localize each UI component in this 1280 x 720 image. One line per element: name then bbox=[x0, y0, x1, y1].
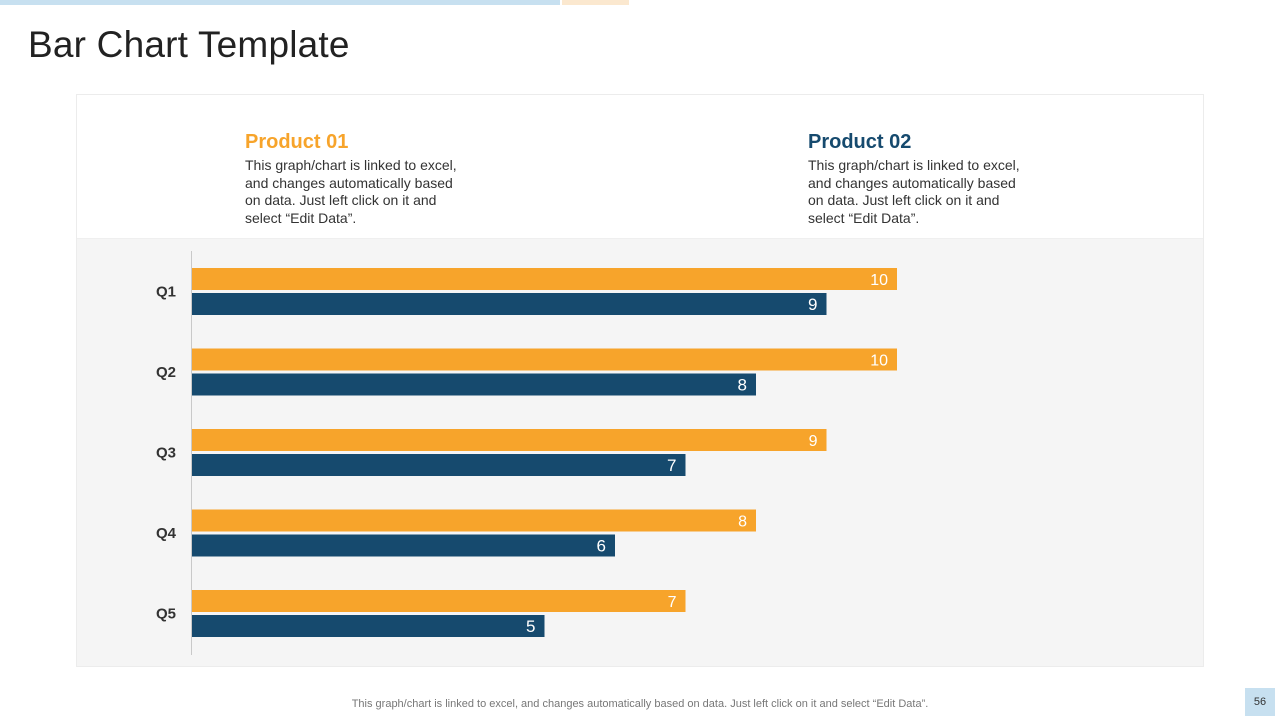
category-label-q5: Q5 bbox=[156, 606, 176, 623]
top-accent-strip-blue bbox=[0, 0, 560, 5]
bar-q2-product-01[interactable] bbox=[192, 348, 897, 371]
bar-q5-product-02[interactable] bbox=[192, 615, 545, 637]
page-number: 56 bbox=[1245, 688, 1275, 716]
legend-product-02: Product 02 This graph/chart is linked to… bbox=[808, 131, 1048, 227]
category-label-q2: Q2 bbox=[156, 364, 176, 381]
bar-q1-product-01[interactable] bbox=[192, 268, 897, 290]
footer-note: This graph/chart is linked to excel, and… bbox=[351, 698, 929, 710]
page-title: Bar Chart Template bbox=[28, 24, 350, 65]
data-label-q1-product-01: 10 bbox=[870, 272, 888, 289]
bar-q4-product-02[interactable] bbox=[192, 534, 615, 557]
legend-header: Product 01 This graph/chart is linked to… bbox=[77, 95, 1203, 239]
data-label-q4-product-01: 8 bbox=[738, 514, 747, 531]
legend-description-product-01: This graph/chart is linked to excel, and… bbox=[245, 157, 457, 226]
top-accent-strip-orange bbox=[562, 0, 629, 5]
bar-q4-product-01[interactable] bbox=[192, 509, 756, 532]
legend-product-01: Product 01 This graph/chart is linked to… bbox=[245, 131, 485, 227]
data-label-q5-product-02: 5 bbox=[526, 617, 535, 636]
legend-description-product-02: This graph/chart is linked to excel, and… bbox=[808, 157, 1020, 226]
data-label-q3-product-02: 7 bbox=[667, 456, 676, 475]
legend-title-product-01: Product 01 bbox=[245, 131, 349, 153]
legend-title-product-02: Product 02 bbox=[808, 131, 912, 153]
data-label-q2-product-02: 8 bbox=[738, 376, 747, 395]
data-label-q4-product-02: 6 bbox=[597, 537, 606, 556]
category-label-q1: Q1 bbox=[156, 284, 176, 301]
bar-q3-product-01[interactable] bbox=[192, 429, 827, 451]
bar-q3-product-02[interactable] bbox=[192, 454, 686, 476]
bar-q5-product-01[interactable] bbox=[192, 590, 686, 612]
bar-q2-product-02[interactable] bbox=[192, 373, 756, 396]
bar-q1-product-02[interactable] bbox=[192, 293, 827, 315]
data-label-q3-product-01: 9 bbox=[809, 433, 818, 450]
category-label-q3: Q3 bbox=[156, 445, 176, 462]
data-label-q5-product-01: 7 bbox=[668, 594, 677, 611]
data-label-q2-product-01: 10 bbox=[870, 353, 888, 370]
category-label-q4: Q4 bbox=[156, 525, 177, 542]
data-label-q1-product-02: 9 bbox=[808, 295, 817, 314]
